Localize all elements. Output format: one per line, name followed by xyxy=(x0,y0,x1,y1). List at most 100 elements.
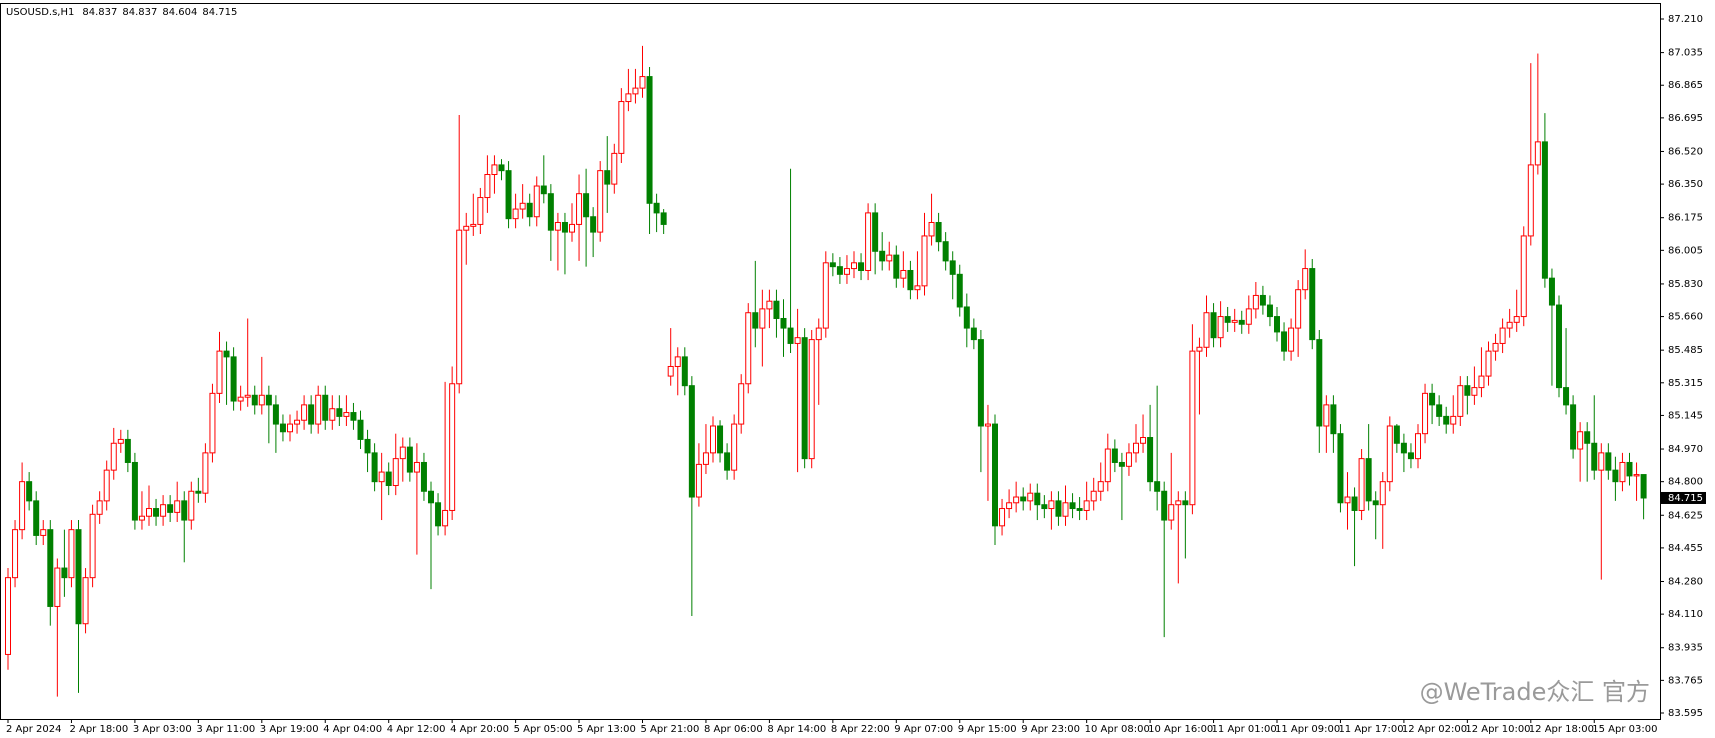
candle-body xyxy=(322,394,329,421)
x-tick-label: 2 Apr 18:00 xyxy=(69,724,128,735)
candle-body xyxy=(491,164,498,176)
candle-body xyxy=(89,513,96,579)
candle-body xyxy=(216,350,223,394)
candle-body xyxy=(442,509,449,527)
candle-body xyxy=(921,235,928,287)
candle-body xyxy=(1415,433,1421,460)
candle-body xyxy=(1400,442,1407,454)
y-tick-label: 84.110 xyxy=(1668,609,1703,620)
candle-body xyxy=(1111,448,1118,463)
candle-body xyxy=(1217,316,1224,339)
y-tick-label: 86.865 xyxy=(1668,80,1703,91)
candle-body xyxy=(1104,448,1111,483)
candle-body xyxy=(54,567,61,607)
candle-body xyxy=(865,212,872,271)
candle-body xyxy=(688,385,695,498)
candle-body xyxy=(1316,339,1323,427)
candle-body xyxy=(1231,319,1238,323)
candle-body xyxy=(1541,141,1548,279)
candle-body xyxy=(540,185,547,195)
candle-body xyxy=(1598,452,1605,471)
y-tick-label: 86.695 xyxy=(1668,113,1703,124)
candle-body xyxy=(893,254,900,279)
candle-body xyxy=(1274,316,1280,333)
candle-body xyxy=(1436,404,1443,417)
candle-body xyxy=(1034,492,1041,506)
candle-body xyxy=(1027,492,1034,502)
candle-body xyxy=(279,423,286,433)
candle-body xyxy=(1485,350,1492,377)
candle-body xyxy=(992,423,998,527)
candle-body xyxy=(1224,316,1231,323)
candle-body xyxy=(47,529,54,607)
x-tick-label: 9 Apr 07:00 xyxy=(894,724,953,735)
candle-body xyxy=(174,500,181,513)
candle-body xyxy=(759,308,766,329)
candle-body xyxy=(258,394,265,406)
header-close: 84.715 xyxy=(202,7,237,18)
candle-body xyxy=(963,306,970,329)
candle-body xyxy=(1020,496,1027,502)
candle-body xyxy=(1450,415,1457,425)
y-tick-label: 87.035 xyxy=(1668,48,1703,59)
candle-body xyxy=(695,463,702,498)
y-tick-label: 84.455 xyxy=(1668,543,1703,554)
candle-body xyxy=(146,508,152,517)
candle-body xyxy=(949,260,956,275)
candle-body xyxy=(1309,268,1316,341)
candle-body xyxy=(209,392,216,454)
candle-body xyxy=(301,404,308,421)
candle-body xyxy=(625,93,632,103)
candle-body xyxy=(1619,461,1626,483)
candle-body xyxy=(1118,461,1125,467)
candle-body xyxy=(1147,437,1154,483)
candle-body xyxy=(710,425,716,454)
candle-body xyxy=(470,223,477,227)
y-tick-label: 84.280 xyxy=(1668,576,1703,587)
x-tick-label: 11 Apr 09:00 xyxy=(1275,724,1340,735)
candle-body xyxy=(1245,308,1252,325)
candle-body xyxy=(653,202,660,214)
x-tick-label: 9 Apr 23:00 xyxy=(1021,724,1080,735)
candle-body xyxy=(244,394,251,398)
candle-body xyxy=(82,577,89,625)
candle-body xyxy=(498,164,505,172)
candle-body xyxy=(745,312,752,385)
candle-body xyxy=(364,438,371,454)
candle-body xyxy=(569,223,575,233)
candle-body xyxy=(942,241,949,262)
candle-body xyxy=(1548,277,1555,306)
candle-body xyxy=(1330,404,1337,435)
candle-body xyxy=(667,365,674,377)
candle-body xyxy=(1429,392,1436,406)
candle-body xyxy=(561,221,568,233)
candle-body xyxy=(1125,452,1132,467)
candle-body xyxy=(1076,508,1083,511)
x-tick-label: 2 Apr 2024 xyxy=(6,724,61,735)
candle-body xyxy=(1210,312,1217,339)
x-tick-label: 10 Apr 16:00 xyxy=(1148,724,1213,735)
candle-body xyxy=(519,202,526,210)
candle-body xyxy=(984,423,991,427)
x-tick-label: 15 Apr 03:00 xyxy=(1592,724,1657,735)
candle-body xyxy=(639,76,646,89)
candle-body xyxy=(1238,319,1245,325)
candle-body xyxy=(808,339,815,460)
candle-body xyxy=(646,76,653,204)
candle-body xyxy=(554,221,561,231)
candle-body xyxy=(1520,235,1527,318)
candle-body xyxy=(822,262,829,329)
candle-body xyxy=(604,170,611,185)
candle-body xyxy=(907,269,914,291)
candle-body xyxy=(1281,331,1288,352)
candle-body xyxy=(1640,474,1647,499)
candle-body xyxy=(110,442,117,471)
candle-body xyxy=(1365,458,1372,502)
candle-body xyxy=(731,423,738,471)
candle-body xyxy=(773,300,780,319)
candle-body xyxy=(435,502,442,527)
header-low: 84.604 xyxy=(162,7,197,18)
candle-body xyxy=(1407,452,1414,460)
candle-body xyxy=(1499,327,1506,344)
